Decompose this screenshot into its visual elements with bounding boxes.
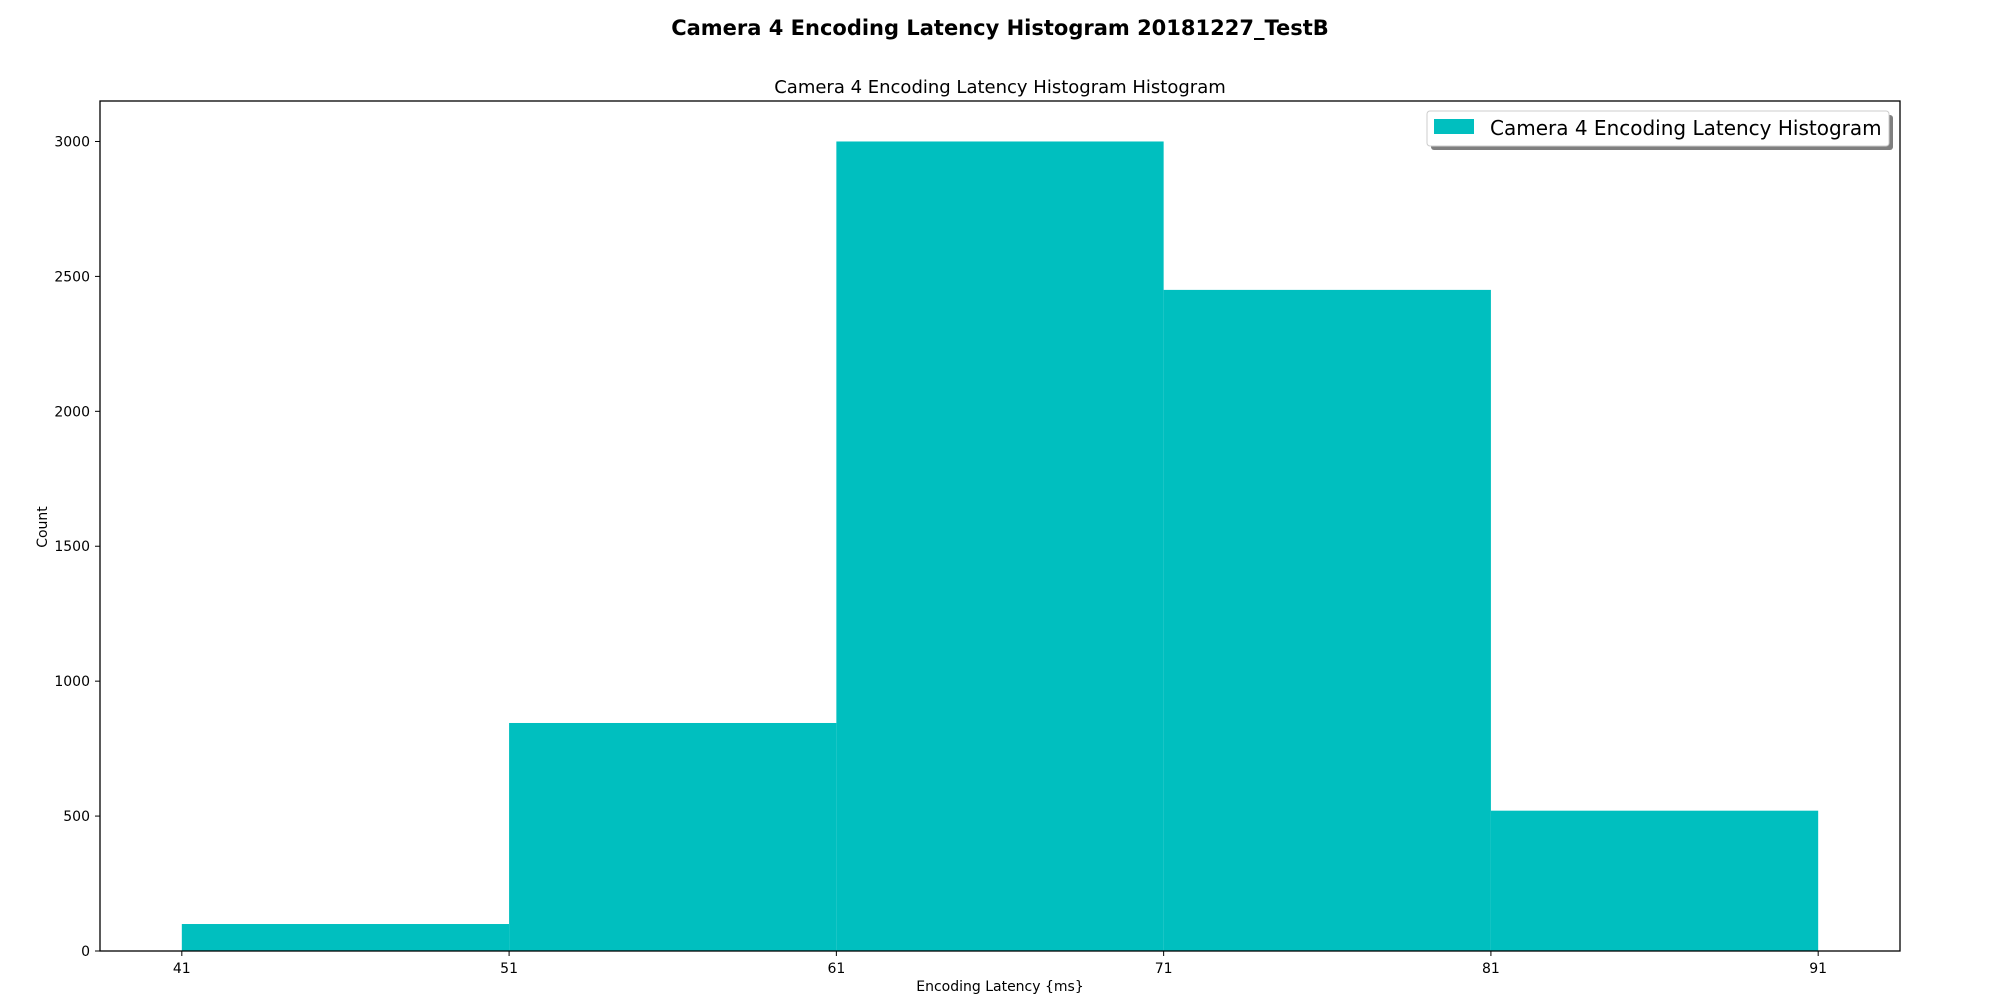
legend-label: Camera 4 Encoding Latency Histogram bbox=[1490, 116, 1882, 140]
x-tick-label: 61 bbox=[827, 961, 845, 977]
histogram-bar bbox=[1490, 810, 1819, 951]
axes-frame bbox=[99, 100, 1901, 952]
legend: Camera 4 Encoding Latency Histogram bbox=[1426, 110, 1893, 150]
legend-box bbox=[1426, 110, 1890, 147]
y-tick-label: 500 bbox=[63, 809, 90, 825]
y-tick-label: 1000 bbox=[54, 674, 90, 690]
y-tick-label: 3000 bbox=[54, 134, 90, 150]
x-axis-ticks: 41 51 61 71 81 91 bbox=[173, 951, 1827, 977]
histogram-bar bbox=[836, 141, 1164, 951]
y-tick-label: 2500 bbox=[54, 269, 90, 285]
histogram-bar bbox=[509, 722, 837, 951]
y-axis-label: Count bbox=[35, 506, 51, 548]
axes-title: Camera 4 Encoding Latency Histogram Hist… bbox=[774, 77, 1226, 98]
figure-suptitle: Camera 4 Encoding Latency Histogram 2018… bbox=[671, 16, 1329, 40]
x-tick-label: 81 bbox=[1482, 961, 1500, 977]
x-tick-label: 71 bbox=[1155, 961, 1173, 977]
x-tick-label: 51 bbox=[500, 961, 518, 977]
y-tick-label: 1500 bbox=[54, 539, 90, 555]
histogram-bars bbox=[181, 141, 1819, 951]
y-axis-ticks: 0 500 1000 1500 2000 2500 3000 bbox=[54, 134, 100, 960]
x-tick-label: 91 bbox=[1809, 961, 1827, 977]
legend-swatch bbox=[1434, 119, 1474, 134]
histogram-bar bbox=[1163, 289, 1491, 951]
x-tick-label: 41 bbox=[173, 961, 191, 977]
x-axis-label: Encoding Latency {ms} bbox=[916, 979, 1084, 995]
histogram-bar bbox=[181, 924, 510, 951]
y-tick-label: 2000 bbox=[54, 404, 90, 420]
y-tick-label: 0 bbox=[81, 944, 90, 960]
